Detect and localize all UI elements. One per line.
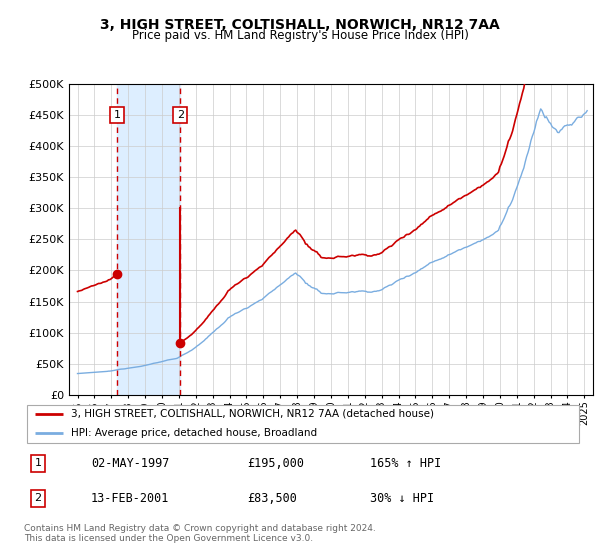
- Text: 2: 2: [34, 493, 41, 503]
- Text: HPI: Average price, detached house, Broadland: HPI: Average price, detached house, Broa…: [71, 428, 317, 438]
- Text: 3, HIGH STREET, COLTISHALL, NORWICH, NR12 7AA: 3, HIGH STREET, COLTISHALL, NORWICH, NR1…: [100, 18, 500, 32]
- Text: 3, HIGH STREET, COLTISHALL, NORWICH, NR12 7AA (detached house): 3, HIGH STREET, COLTISHALL, NORWICH, NR1…: [71, 409, 434, 419]
- Text: £195,000: £195,000: [247, 457, 304, 470]
- Text: 2: 2: [177, 110, 184, 120]
- Text: 13-FEB-2001: 13-FEB-2001: [91, 492, 169, 505]
- Text: This data is licensed under the Open Government Licence v3.0.: This data is licensed under the Open Gov…: [24, 534, 313, 543]
- Text: 1: 1: [34, 459, 41, 468]
- Text: Price paid vs. HM Land Registry's House Price Index (HPI): Price paid vs. HM Land Registry's House …: [131, 29, 469, 42]
- Text: 165% ↑ HPI: 165% ↑ HPI: [370, 457, 441, 470]
- Text: £83,500: £83,500: [247, 492, 297, 505]
- Text: 30% ↓ HPI: 30% ↓ HPI: [370, 492, 434, 505]
- Text: Contains HM Land Registry data © Crown copyright and database right 2024.: Contains HM Land Registry data © Crown c…: [24, 524, 376, 533]
- Text: 1: 1: [113, 110, 121, 120]
- Bar: [117, 84, 181, 395]
- Text: 02-MAY-1997: 02-MAY-1997: [91, 457, 169, 470]
- FancyBboxPatch shape: [27, 405, 579, 443]
